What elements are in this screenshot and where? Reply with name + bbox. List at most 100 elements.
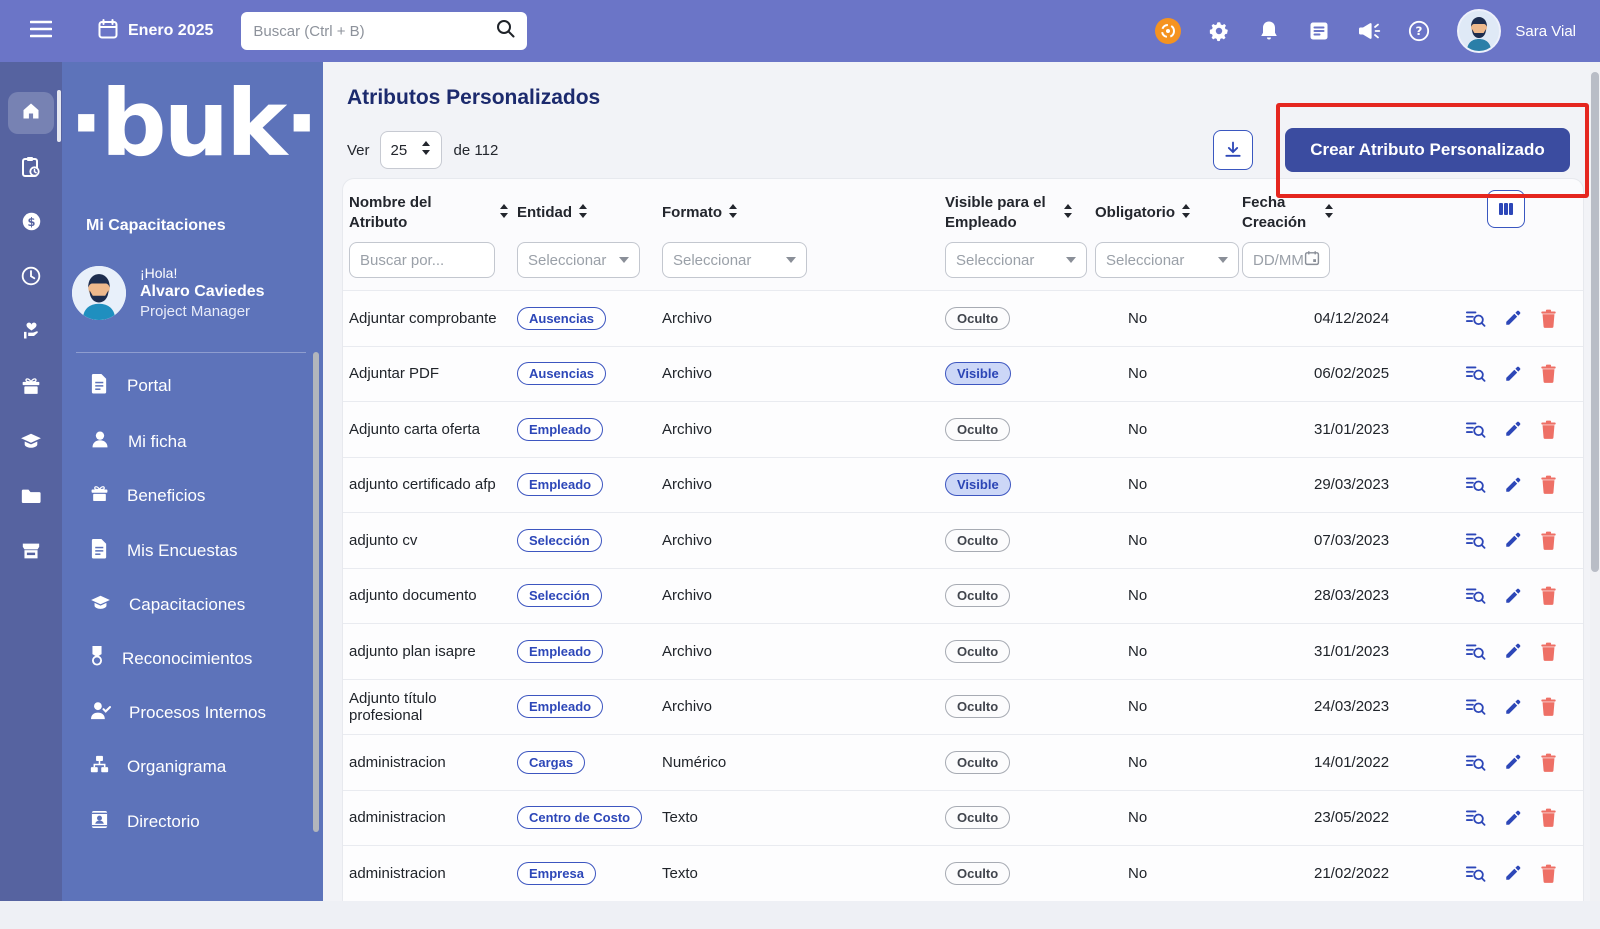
table-row[interactable]: Adjunto título profesional Empleado Arch…: [343, 679, 1583, 735]
delete-icon[interactable]: [1540, 864, 1557, 883]
rail-item-requests[interactable]: [8, 148, 54, 190]
period-selector[interactable]: Enero 2025: [98, 19, 213, 44]
sidebar-item-organigrama[interactable]: Organigrama: [62, 740, 323, 794]
support-icon[interactable]: [1155, 18, 1181, 44]
delete-icon[interactable]: [1540, 586, 1557, 605]
table-row[interactable]: adjunto documento Selección Archivo Ocul…: [343, 568, 1583, 624]
column-header-required[interactable]: Obligatorio: [1095, 193, 1242, 232]
sidebar-item-reconocimientos[interactable]: Reconocimientos: [62, 631, 323, 686]
view-details-icon[interactable]: [1465, 808, 1486, 827]
search-icon[interactable]: [496, 19, 515, 43]
delete-icon[interactable]: [1540, 531, 1557, 550]
entity-filter-select[interactable]: Seleccionar: [517, 242, 640, 278]
view-details-icon[interactable]: [1465, 531, 1486, 550]
date-filter[interactable]: DD/MM: [1242, 242, 1330, 278]
edit-icon[interactable]: [1504, 864, 1522, 882]
page-size-select[interactable]: 25: [380, 131, 442, 169]
delete-icon[interactable]: [1540, 753, 1557, 772]
delete-icon[interactable]: [1540, 808, 1557, 827]
edit-icon[interactable]: [1504, 587, 1522, 605]
column-settings-button[interactable]: [1487, 190, 1525, 228]
view-details-icon[interactable]: [1465, 864, 1486, 883]
sort-icon[interactable]: [1181, 204, 1191, 222]
news-feed-icon[interactable]: [1307, 19, 1331, 43]
table-row[interactable]: adjunto certificado afp Empleado Archivo…: [343, 457, 1583, 513]
rail-item-time[interactable]: [8, 257, 54, 299]
column-header-visibility[interactable]: Visible para el Empleado: [945, 193, 1095, 232]
sidebar-item-mis-encuestas[interactable]: Mis Encuestas: [62, 523, 323, 579]
edit-icon[interactable]: [1504, 698, 1522, 716]
page-scrollbar-thumb[interactable]: [1591, 72, 1599, 572]
create-attribute-button[interactable]: Crear Atributo Personalizado: [1285, 128, 1570, 172]
visibility-filter-select[interactable]: Seleccionar: [945, 242, 1087, 278]
gear-icon[interactable]: [1207, 19, 1231, 43]
global-search[interactable]: [241, 12, 527, 50]
page-scrollbar[interactable]: [1590, 62, 1600, 901]
sort-icon[interactable]: [728, 204, 738, 222]
view-details-icon[interactable]: [1465, 420, 1486, 439]
user-avatar[interactable]: [1457, 9, 1501, 53]
edit-icon[interactable]: [1504, 309, 1522, 327]
column-header-format[interactable]: Formato: [662, 193, 945, 232]
user-name[interactable]: Sara Vial: [1515, 23, 1576, 40]
view-details-icon[interactable]: [1465, 475, 1486, 494]
view-details-icon[interactable]: [1465, 586, 1486, 605]
table-row[interactable]: administracion Cargas Numérico Oculto No…: [343, 734, 1583, 790]
view-details-icon[interactable]: [1465, 364, 1486, 383]
name-filter-input[interactable]: [360, 252, 484, 269]
rail-item-marketplace[interactable]: [8, 532, 54, 574]
rail-item-talent[interactable]: [8, 312, 54, 354]
sidebar-item-directorio[interactable]: Directorio: [62, 794, 323, 850]
bell-icon[interactable]: [1257, 19, 1281, 43]
rail-scrollbar-thumb[interactable]: [57, 90, 61, 142]
sort-icon[interactable]: [1063, 204, 1073, 222]
sort-icon[interactable]: [499, 204, 509, 222]
delete-icon[interactable]: [1540, 420, 1557, 439]
edit-icon[interactable]: [1504, 809, 1522, 827]
rail-item-payroll[interactable]: $: [8, 203, 54, 245]
table-row[interactable]: adjunto cv Selección Archivo Oculto No 0…: [343, 512, 1583, 568]
edit-icon[interactable]: [1504, 753, 1522, 771]
sort-icon[interactable]: [1324, 204, 1334, 222]
table-row[interactable]: Adjunto carta oferta Empleado Archivo Oc…: [343, 401, 1583, 457]
sidebar-item-beneficios[interactable]: Beneficios: [62, 469, 323, 523]
sidebar-item-capacitaciones[interactable]: Capacitaciones: [62, 579, 323, 631]
help-icon[interactable]: ?: [1407, 19, 1431, 43]
hamburger-menu-icon[interactable]: [30, 20, 52, 43]
table-row[interactable]: administracion Empresa Texto Oculto No 2…: [343, 845, 1583, 901]
table-row[interactable]: Adjuntar comprobante Ausencias Archivo O…: [343, 290, 1583, 346]
edit-icon[interactable]: [1504, 476, 1522, 494]
delete-icon[interactable]: [1540, 309, 1557, 328]
view-details-icon[interactable]: [1465, 309, 1486, 328]
rail-item-home[interactable]: [8, 92, 54, 134]
column-header-name[interactable]: Nombre del Atributo: [349, 193, 517, 232]
sidebar-scrollbar-thumb[interactable]: [313, 352, 319, 832]
view-details-icon[interactable]: [1465, 697, 1486, 716]
rail-item-training[interactable]: [8, 422, 54, 464]
edit-icon[interactable]: [1504, 420, 1522, 438]
sidebar-item-procesos-internos[interactable]: Procesos Internos: [62, 686, 323, 740]
column-header-entity[interactable]: Entidad: [517, 193, 662, 232]
global-search-input[interactable]: [253, 23, 496, 40]
view-details-icon[interactable]: [1465, 642, 1486, 661]
rail-item-benefits[interactable]: [8, 367, 54, 409]
sidebar-profile[interactable]: ¡Hola! Alvaro Caviedes Project Manager: [72, 265, 265, 320]
edit-icon[interactable]: [1504, 531, 1522, 549]
format-filter-select[interactable]: Seleccionar: [662, 242, 807, 278]
required-filter-select[interactable]: Seleccionar: [1095, 242, 1239, 278]
delete-icon[interactable]: [1540, 364, 1557, 383]
table-row[interactable]: Adjuntar PDF Ausencias Archivo Visible N…: [343, 346, 1583, 402]
download-button[interactable]: [1213, 130, 1253, 170]
view-details-icon[interactable]: [1465, 753, 1486, 772]
delete-icon[interactable]: [1540, 475, 1557, 494]
edit-icon[interactable]: [1504, 365, 1522, 383]
delete-icon[interactable]: [1540, 642, 1557, 661]
sidebar-item-portal[interactable]: Portal: [62, 358, 323, 414]
column-header-created[interactable]: Fecha Creación: [1242, 193, 1432, 232]
table-row[interactable]: administracion Centro de Costo Texto Ocu…: [343, 790, 1583, 846]
sidebar-item-mi-ficha[interactable]: Mi ficha: [62, 414, 323, 469]
sort-icon[interactable]: [578, 204, 588, 222]
megaphone-icon[interactable]: [1357, 19, 1381, 43]
table-row[interactable]: adjunto plan isapre Empleado Archivo Ocu…: [343, 623, 1583, 679]
delete-icon[interactable]: [1540, 697, 1557, 716]
